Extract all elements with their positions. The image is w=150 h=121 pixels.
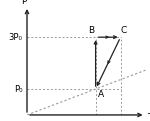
Text: A: A (98, 90, 104, 99)
Text: C: C (121, 26, 127, 35)
Text: P: P (21, 0, 27, 6)
Text: P₀: P₀ (14, 85, 22, 94)
Text: 3P₀: 3P₀ (8, 33, 22, 42)
Text: B: B (88, 26, 94, 35)
Text: T: T (147, 113, 150, 121)
